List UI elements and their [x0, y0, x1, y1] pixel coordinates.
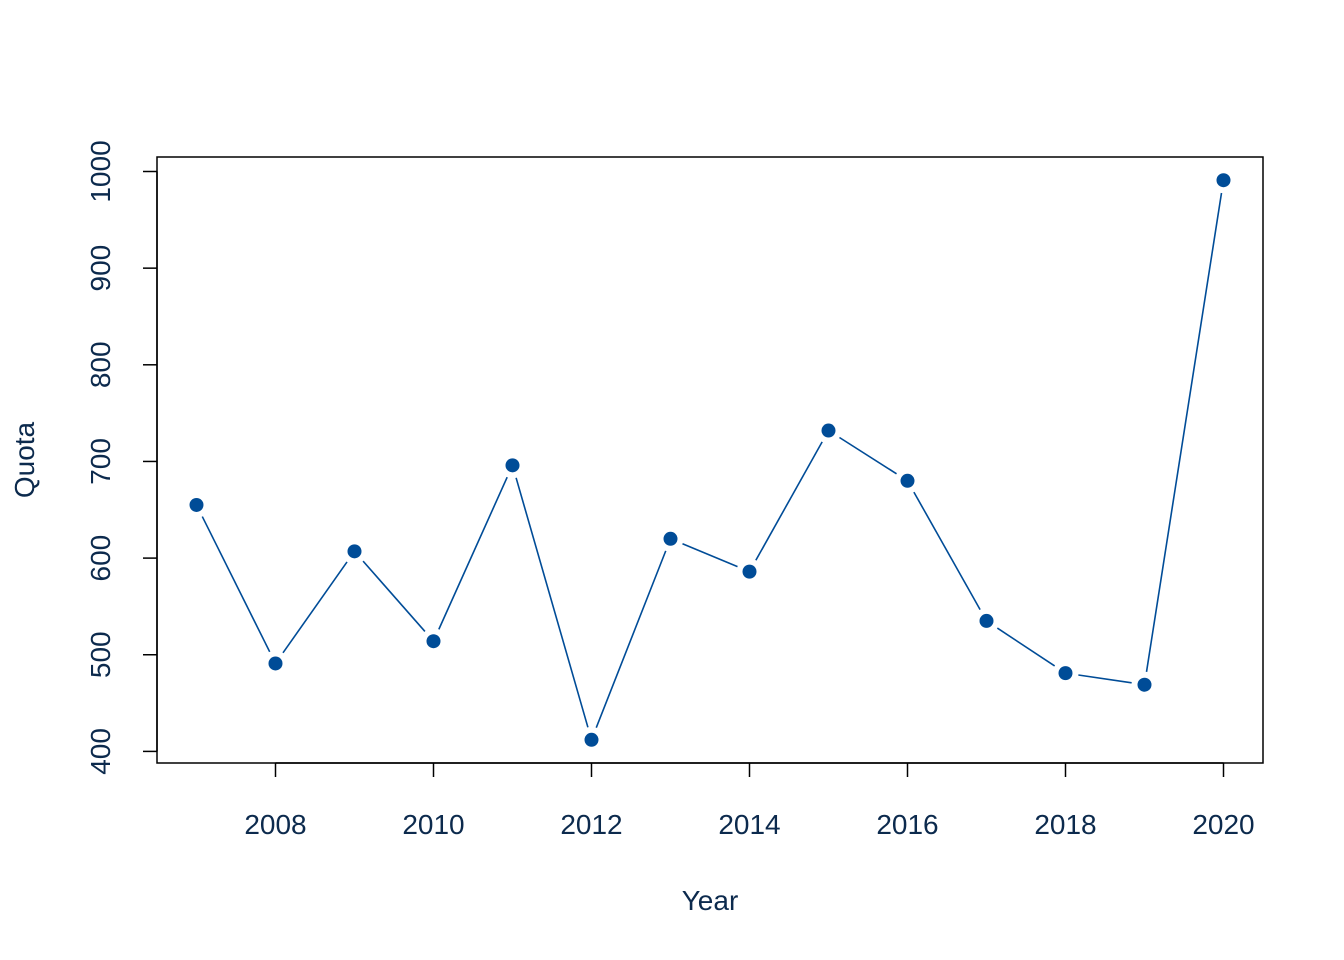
series-line-segment — [1078, 674, 1132, 684]
series-line-segment — [595, 550, 667, 728]
data-point — [584, 732, 599, 747]
y-tick-label: 700 — [85, 438, 116, 485]
y-tick-label: 400 — [85, 728, 116, 775]
data-point — [663, 531, 678, 546]
data-point — [979, 613, 994, 628]
series-line-segment — [682, 543, 738, 568]
x-axis-title: Year — [682, 885, 739, 916]
data-point — [900, 473, 915, 488]
y-tick-label: 1000 — [85, 140, 116, 202]
plot-frame — [156, 156, 1264, 764]
data-point — [189, 497, 204, 512]
series-line-segment — [201, 516, 271, 653]
data-point — [1216, 173, 1231, 188]
data-point — [742, 564, 757, 579]
data-point — [505, 458, 520, 473]
series-layer — [189, 173, 1231, 747]
x-tick-label: 2014 — [718, 809, 780, 840]
y-tick-label: 600 — [85, 535, 116, 582]
series-line-segment — [755, 441, 823, 561]
series-line-segment — [282, 561, 348, 654]
x-tick-label: 2010 — [402, 809, 464, 840]
y-axis: 400 500 600 700 800 900 1000 — [85, 140, 158, 775]
y-tick-label: 500 — [85, 631, 116, 678]
data-point — [1137, 677, 1152, 692]
data-point — [268, 656, 283, 671]
y-axis-title: Quota — [9, 421, 40, 498]
series-line-segment — [996, 627, 1056, 667]
x-tick-label: 2018 — [1034, 809, 1096, 840]
x-tick-label: 2012 — [560, 809, 622, 840]
series-line-segment — [913, 491, 981, 610]
data-point — [1058, 666, 1073, 681]
x-tick-label: 2016 — [876, 809, 938, 840]
series-line-segment — [839, 436, 897, 475]
y-tick-label: 900 — [85, 245, 116, 292]
x-axis: 2008 2010 2012 2014 2016 2018 2020 — [244, 762, 1255, 840]
data-point — [426, 634, 441, 649]
y-tick-label: 800 — [85, 341, 116, 388]
x-tick-label: 2008 — [244, 809, 306, 840]
series-line-segment — [438, 476, 508, 630]
series-line-segment — [1145, 192, 1223, 672]
x-tick-label: 2020 — [1192, 809, 1254, 840]
data-point — [821, 423, 836, 438]
data-point — [347, 544, 362, 559]
series-line-segment — [515, 477, 589, 728]
series-line-segment — [362, 560, 426, 632]
